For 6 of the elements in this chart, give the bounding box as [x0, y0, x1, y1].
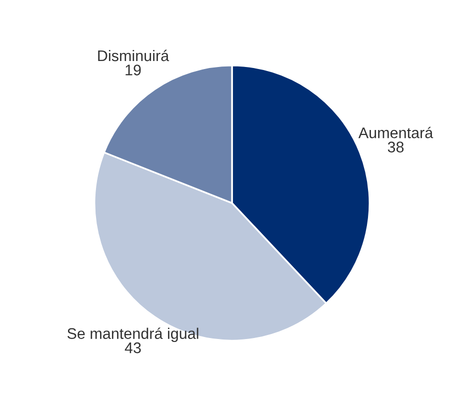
data-label: 43 [124, 342, 141, 354]
slice-label: Se mantendrá igual [67, 328, 198, 342]
slice-label: Aumentará [358, 126, 434, 138]
data-label: 19 [126, 64, 141, 76]
data-label: 38 [388, 142, 404, 152]
slice-label: Disminuirá [98, 50, 170, 62]
